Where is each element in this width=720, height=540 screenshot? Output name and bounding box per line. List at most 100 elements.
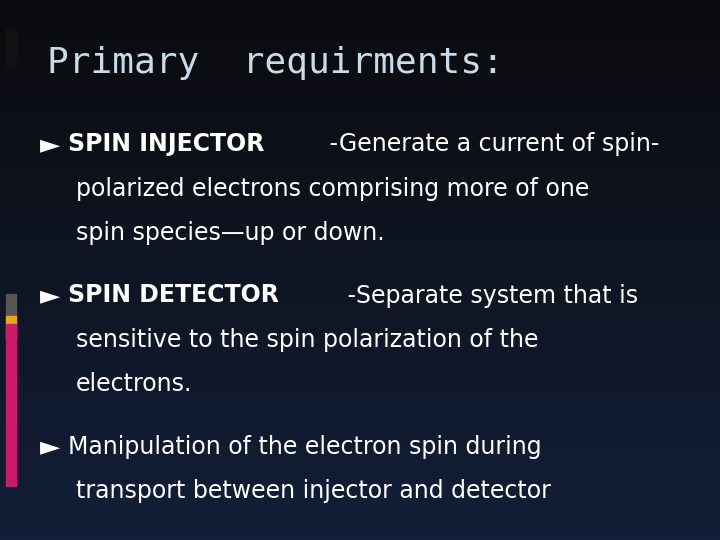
Bar — [0, 459, 720, 464]
Text: spin species—up or down.: spin species—up or down. — [76, 221, 384, 245]
Bar — [0, 454, 720, 459]
Bar — [0, 513, 720, 518]
Bar — [0, 86, 720, 92]
Bar — [0, 254, 720, 259]
Bar — [0, 200, 720, 205]
Bar — [0, 194, 720, 200]
Bar — [0, 146, 720, 151]
Bar — [0, 313, 720, 319]
Bar — [0, 292, 720, 297]
Bar — [0, 59, 720, 65]
Bar — [0, 448, 720, 454]
Bar — [0, 232, 720, 238]
Bar — [0, 275, 720, 281]
Bar — [0, 178, 720, 184]
Bar — [0, 167, 720, 173]
Text: SPIN DETECTOR: SPIN DETECTOR — [68, 284, 279, 307]
Bar — [0, 497, 720, 502]
Bar — [0, 297, 720, 302]
Text: ►: ► — [40, 132, 60, 158]
Bar — [0, 54, 720, 59]
Bar — [0, 16, 720, 22]
Text: Manipulation of the electron spin during: Manipulation of the electron spin during — [68, 435, 542, 458]
Bar — [0, 432, 720, 437]
Bar — [0, 0, 720, 5]
Bar — [0, 410, 720, 416]
Bar — [0, 421, 720, 427]
Bar — [0, 135, 720, 140]
Bar — [0, 248, 720, 254]
Text: SPIN INJECTOR: SPIN INJECTOR — [68, 132, 265, 156]
Bar — [0, 27, 720, 32]
Bar — [0, 394, 720, 400]
Bar — [0, 65, 720, 70]
Bar — [0, 308, 720, 313]
Bar — [0, 329, 720, 335]
Text: -Separate system that is: -Separate system that is — [341, 284, 639, 307]
Bar — [0, 281, 720, 286]
Text: sensitive to the spin polarization of the: sensitive to the spin polarization of th… — [76, 328, 538, 352]
Bar — [0, 270, 720, 275]
Bar — [6, 324, 16, 486]
Bar — [0, 346, 720, 351]
Bar — [0, 70, 720, 76]
Bar — [0, 265, 720, 270]
Bar — [0, 416, 720, 421]
Bar — [0, 43, 720, 49]
Text: electrons.: electrons. — [76, 372, 192, 396]
Bar — [0, 475, 720, 481]
Bar — [6, 29, 16, 68]
Bar — [0, 405, 720, 410]
Bar — [0, 373, 720, 378]
Bar — [0, 243, 720, 248]
Bar — [0, 157, 720, 162]
Bar — [0, 383, 720, 389]
Bar — [0, 32, 720, 38]
Bar — [0, 340, 720, 346]
Bar — [0, 5, 720, 11]
Bar — [0, 216, 720, 221]
Bar — [0, 319, 720, 324]
Bar — [0, 22, 720, 27]
Bar — [0, 367, 720, 373]
Bar — [0, 464, 720, 470]
Bar — [0, 535, 720, 540]
Bar — [0, 481, 720, 486]
Text: ►: ► — [40, 435, 60, 461]
Bar — [0, 49, 720, 54]
Bar — [0, 470, 720, 475]
Bar — [0, 211, 720, 216]
Text: Primary  requirments:: Primary requirments: — [47, 46, 503, 80]
Bar — [0, 184, 720, 189]
Bar — [0, 491, 720, 497]
Bar — [0, 427, 720, 432]
Bar — [0, 529, 720, 535]
Bar — [0, 502, 720, 508]
Bar — [0, 486, 720, 491]
Bar — [0, 524, 720, 529]
Bar — [0, 238, 720, 243]
Bar — [0, 324, 720, 329]
Bar — [0, 108, 720, 113]
Bar — [0, 173, 720, 178]
Bar — [0, 259, 720, 265]
Bar — [0, 518, 720, 524]
Bar — [0, 162, 720, 167]
Bar — [0, 92, 720, 97]
Bar — [0, 227, 720, 232]
Bar — [6, 316, 16, 338]
Bar — [0, 97, 720, 103]
Bar — [0, 302, 720, 308]
Text: polarized electrons comprising more of one: polarized electrons comprising more of o… — [76, 177, 589, 200]
Bar — [0, 11, 720, 16]
Bar — [0, 443, 720, 448]
Bar — [0, 437, 720, 443]
Bar — [0, 151, 720, 157]
Bar — [0, 508, 720, 513]
Bar — [0, 221, 720, 227]
Bar — [0, 103, 720, 108]
Text: -Generate a current of spin-: -Generate a current of spin- — [322, 132, 660, 156]
Bar — [0, 335, 720, 340]
Bar — [0, 140, 720, 146]
Bar — [0, 356, 720, 362]
